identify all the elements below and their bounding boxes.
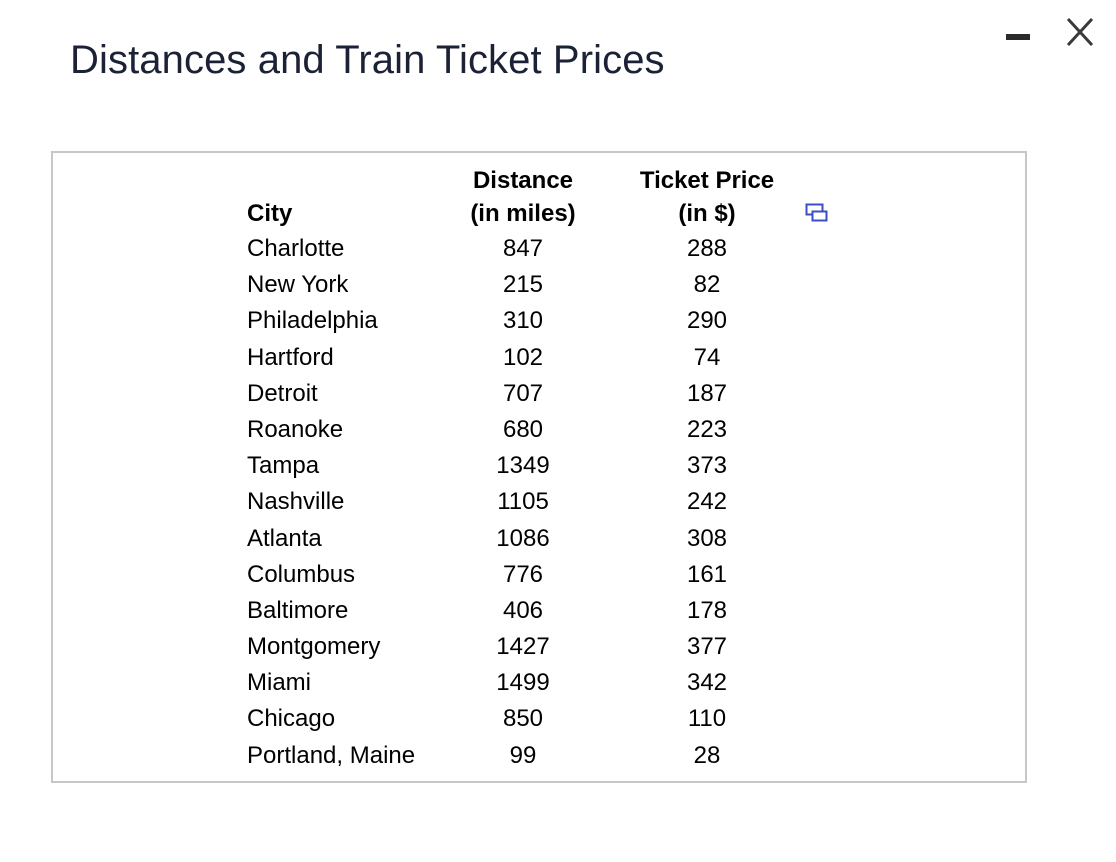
- column-header-price: Ticket Price (in $): [634, 164, 780, 230]
- close-icon: [1066, 17, 1094, 47]
- cell-distance: 1349: [496, 452, 550, 480]
- table-body: Charlotte 847 288 New York 215 82 Philadelphia…: [0, 231, 1116, 774]
- table-row: Miami 1499 342: [0, 665, 1116, 701]
- column-header-distance-line2: (in miles): [470, 200, 576, 227]
- cell-ticket-price: 290: [686, 307, 728, 335]
- column-header-distance-line1: Distance: [472, 167, 574, 194]
- cell-distance: 99: [509, 741, 537, 769]
- cell-distance: 850: [502, 705, 544, 733]
- table-row: New York 215 82: [0, 267, 1116, 303]
- cell-city: Philadelphia: [247, 307, 378, 335]
- close-button[interactable]: [1062, 14, 1098, 50]
- cell-distance: 1105: [497, 488, 549, 516]
- cell-city: New York: [247, 271, 349, 299]
- table-row: Hartford 102 74: [0, 340, 1116, 376]
- cell-distance: 847: [502, 235, 544, 262]
- cell-ticket-price: 242: [686, 488, 728, 516]
- table-row: Roanoke 680 223: [0, 412, 1116, 448]
- cell-ticket-price: 308: [686, 524, 728, 552]
- cell-distance: 1086: [496, 524, 550, 552]
- table-row: Nashville 1105 242: [0, 484, 1116, 520]
- cell-city: Miami: [247, 669, 311, 697]
- table-row: Detroit 707 187: [0, 376, 1116, 412]
- cell-ticket-price: 288: [686, 235, 728, 262]
- minimize-icon: [1006, 34, 1030, 40]
- table-row: Tampa 1349 373: [0, 448, 1116, 484]
- cell-city: Baltimore: [247, 596, 349, 624]
- cell-ticket-price: 28: [693, 741, 721, 769]
- column-header-city: City: [247, 200, 293, 227]
- cell-distance: 680: [502, 415, 544, 443]
- cell-ticket-price: 342: [686, 669, 728, 697]
- cell-city: Atlanta: [247, 524, 322, 552]
- copy-table-icon: [805, 203, 828, 222]
- cell-city: Chicago: [247, 705, 336, 733]
- table-row: Baltimore 406 178: [0, 593, 1116, 629]
- column-header-price-line2: (in $): [678, 200, 736, 227]
- page-title: Distances and Train Ticket Prices: [70, 38, 665, 82]
- cell-city: Tampa: [247, 452, 320, 480]
- cell-ticket-price: 110: [687, 705, 727, 733]
- cell-ticket-price: 377: [686, 633, 728, 661]
- cell-ticket-price: 74: [693, 343, 721, 371]
- cell-ticket-price: 161: [686, 560, 728, 588]
- cell-distance: 406: [502, 596, 544, 624]
- cell-ticket-price: 187: [686, 379, 728, 407]
- table-panel: [51, 151, 1027, 783]
- column-header-price-line1: Ticket Price: [639, 167, 775, 194]
- cell-city: Columbus: [247, 560, 356, 588]
- table-row: Columbus 776 161: [0, 557, 1116, 593]
- cell-distance: 215: [502, 271, 544, 299]
- cell-distance: 776: [502, 560, 544, 588]
- table-row: Charlotte 847 288: [0, 231, 1116, 267]
- cell-city: Hartford: [247, 343, 334, 371]
- table-row: Chicago 850 110: [0, 701, 1116, 737]
- cell-city: Nashville: [247, 488, 345, 516]
- cell-ticket-price: 178: [686, 596, 728, 624]
- table-row: Atlanta 1086 308: [0, 521, 1116, 557]
- cell-distance: 310: [502, 307, 544, 335]
- cell-distance: 1499: [496, 669, 550, 697]
- cell-city: Charlotte: [247, 235, 345, 262]
- cell-distance: 707: [502, 379, 544, 407]
- copy-table-button[interactable]: [805, 203, 829, 223]
- cell-city: Roanoke: [247, 415, 344, 443]
- table-row: Philadelphia 310 290: [0, 303, 1116, 339]
- cell-city: Detroit: [247, 379, 318, 407]
- cell-ticket-price: 373: [686, 452, 728, 480]
- column-header-distance: Distance (in miles): [466, 164, 580, 230]
- cell-city: Montgomery: [247, 633, 381, 661]
- cell-ticket-price: 82: [693, 271, 721, 299]
- cell-distance: 1427: [496, 633, 550, 661]
- cell-city: Portland, Maine: [247, 741, 416, 769]
- cell-ticket-price: 223: [686, 415, 728, 443]
- table-row: Portland, Maine 99 28: [0, 738, 1116, 774]
- minimize-button[interactable]: [1004, 22, 1032, 44]
- cell-distance: 102: [502, 343, 544, 371]
- table-row: Montgomery 1427 377: [0, 629, 1116, 665]
